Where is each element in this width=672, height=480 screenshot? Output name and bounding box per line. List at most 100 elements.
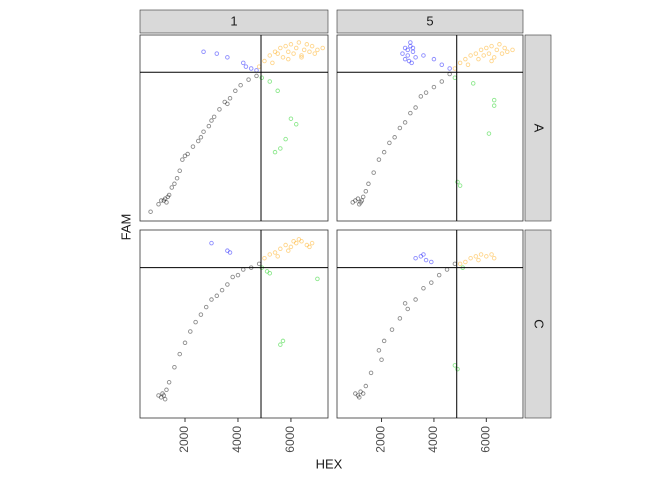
point bbox=[209, 118, 214, 123]
point bbox=[158, 395, 164, 400]
point bbox=[457, 183, 463, 188]
x-tick-label: 6000 bbox=[283, 426, 297, 453]
point bbox=[402, 301, 408, 306]
point bbox=[288, 42, 294, 47]
point bbox=[198, 135, 204, 140]
point bbox=[304, 242, 310, 248]
point bbox=[196, 138, 201, 144]
strip bbox=[139, 9, 329, 34]
point bbox=[291, 51, 296, 56]
point bbox=[275, 88, 280, 94]
strip bbox=[524, 34, 552, 222]
point bbox=[355, 196, 361, 201]
strip bbox=[524, 229, 552, 419]
point bbox=[357, 395, 362, 400]
point bbox=[160, 391, 165, 396]
point bbox=[267, 53, 272, 58]
point bbox=[164, 200, 169, 205]
strip bbox=[336, 9, 524, 34]
point bbox=[423, 90, 429, 95]
point bbox=[406, 58, 412, 64]
point bbox=[366, 181, 371, 187]
point bbox=[225, 55, 230, 60]
point bbox=[315, 47, 320, 53]
point bbox=[439, 79, 445, 84]
point bbox=[156, 202, 161, 207]
point bbox=[296, 237, 302, 242]
point bbox=[376, 348, 382, 353]
point bbox=[201, 49, 206, 54]
point bbox=[286, 248, 291, 253]
point bbox=[360, 194, 366, 200]
point bbox=[439, 62, 445, 68]
point bbox=[505, 49, 510, 54]
point bbox=[293, 45, 299, 51]
point bbox=[494, 47, 500, 53]
point bbox=[275, 254, 280, 259]
point bbox=[381, 149, 387, 155]
point bbox=[491, 97, 497, 103]
point bbox=[405, 53, 410, 58]
y-axis-title: FAM bbox=[118, 214, 133, 241]
point bbox=[376, 157, 382, 162]
point bbox=[209, 297, 214, 302]
point bbox=[243, 64, 249, 69]
point bbox=[248, 66, 254, 71]
point bbox=[457, 261, 463, 267]
point bbox=[491, 55, 497, 60]
point bbox=[309, 240, 315, 246]
point bbox=[309, 43, 315, 49]
point bbox=[272, 149, 278, 155]
point bbox=[413, 255, 418, 261]
point bbox=[363, 383, 369, 389]
point bbox=[162, 196, 168, 201]
point bbox=[358, 389, 363, 394]
point bbox=[379, 357, 384, 362]
point bbox=[400, 51, 405, 56]
point bbox=[264, 269, 270, 274]
point bbox=[301, 47, 307, 53]
x-tick-label: 6000 bbox=[478, 426, 492, 453]
point bbox=[387, 140, 392, 146]
point bbox=[262, 58, 267, 64]
point bbox=[299, 239, 304, 244]
point bbox=[410, 49, 416, 54]
point bbox=[484, 254, 489, 259]
point bbox=[431, 84, 437, 90]
strip-label: 1 bbox=[230, 13, 237, 28]
x-tick-label: 2000 bbox=[177, 426, 191, 453]
point bbox=[293, 240, 299, 246]
point bbox=[283, 136, 288, 142]
point bbox=[502, 45, 507, 51]
point bbox=[491, 255, 497, 261]
point bbox=[468, 53, 473, 58]
point bbox=[293, 122, 299, 127]
point bbox=[161, 393, 167, 398]
point bbox=[278, 45, 283, 51]
point bbox=[211, 114, 217, 120]
point bbox=[368, 370, 374, 376]
point bbox=[405, 47, 410, 53]
point bbox=[431, 56, 437, 62]
point bbox=[275, 51, 280, 56]
point bbox=[161, 198, 167, 203]
point bbox=[174, 175, 180, 181]
point bbox=[177, 351, 182, 357]
point bbox=[278, 342, 283, 347]
point bbox=[392, 135, 397, 140]
point bbox=[473, 51, 479, 56]
point bbox=[267, 252, 272, 257]
point bbox=[353, 391, 358, 396]
point bbox=[410, 45, 416, 51]
point bbox=[158, 198, 164, 203]
point bbox=[397, 125, 403, 131]
point bbox=[198, 312, 204, 317]
point bbox=[363, 188, 369, 194]
point bbox=[278, 246, 283, 252]
point bbox=[235, 272, 241, 278]
point bbox=[185, 151, 190, 157]
point bbox=[172, 364, 177, 370]
point bbox=[222, 99, 227, 105]
point bbox=[164, 387, 169, 393]
point bbox=[227, 95, 233, 101]
